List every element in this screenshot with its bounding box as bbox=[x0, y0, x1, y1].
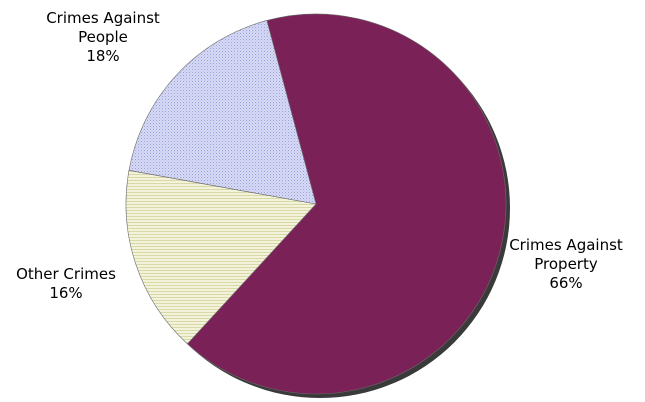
slice-value-label: 16% bbox=[49, 284, 82, 302]
slice-name-label: Other Crimes bbox=[16, 265, 116, 283]
pie-slice-crimes-against-people bbox=[128, 20, 317, 205]
pie-labels: Crimes Against Property 66%Other Crimes 16%… bbox=[16, 9, 623, 302]
slice-label-crimes-against-people: Crimes Against People 18% bbox=[46, 9, 160, 65]
pie-slices bbox=[125, 13, 507, 395]
slice-name-label: Crimes Against bbox=[509, 236, 623, 254]
slice-value-label: 66% bbox=[549, 274, 582, 292]
slice-name-label: People bbox=[78, 28, 128, 46]
slice-label-crimes-against-property: Crimes Against Property 66% bbox=[509, 236, 623, 292]
slice-name-label: Property bbox=[534, 255, 598, 273]
slice-label-other-crimes: Other Crimes 16% bbox=[16, 265, 116, 302]
slice-name-label: Crimes Against bbox=[46, 9, 160, 27]
pie-slice-other-crimes bbox=[125, 170, 317, 345]
slice-value-label: 18% bbox=[86, 47, 119, 65]
pie-slice-crimes-against-property bbox=[186, 13, 507, 395]
